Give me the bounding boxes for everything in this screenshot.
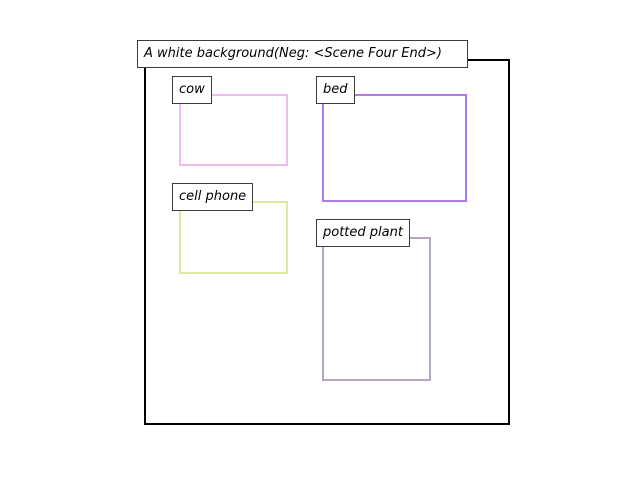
cow-label: cow	[172, 76, 212, 104]
bed-bounding-box	[322, 94, 467, 202]
bed-label: bed	[316, 76, 355, 104]
potted-plant-label: potted plant	[316, 219, 410, 247]
cow-bounding-box	[179, 94, 288, 166]
cell-phone-label: cell phone	[172, 183, 254, 211]
potted-plant-bounding-box	[322, 237, 431, 381]
cell-phone-bounding-box	[179, 201, 288, 274]
scene-caption: A white background(Neg: <Scene Four End>…	[137, 40, 468, 68]
